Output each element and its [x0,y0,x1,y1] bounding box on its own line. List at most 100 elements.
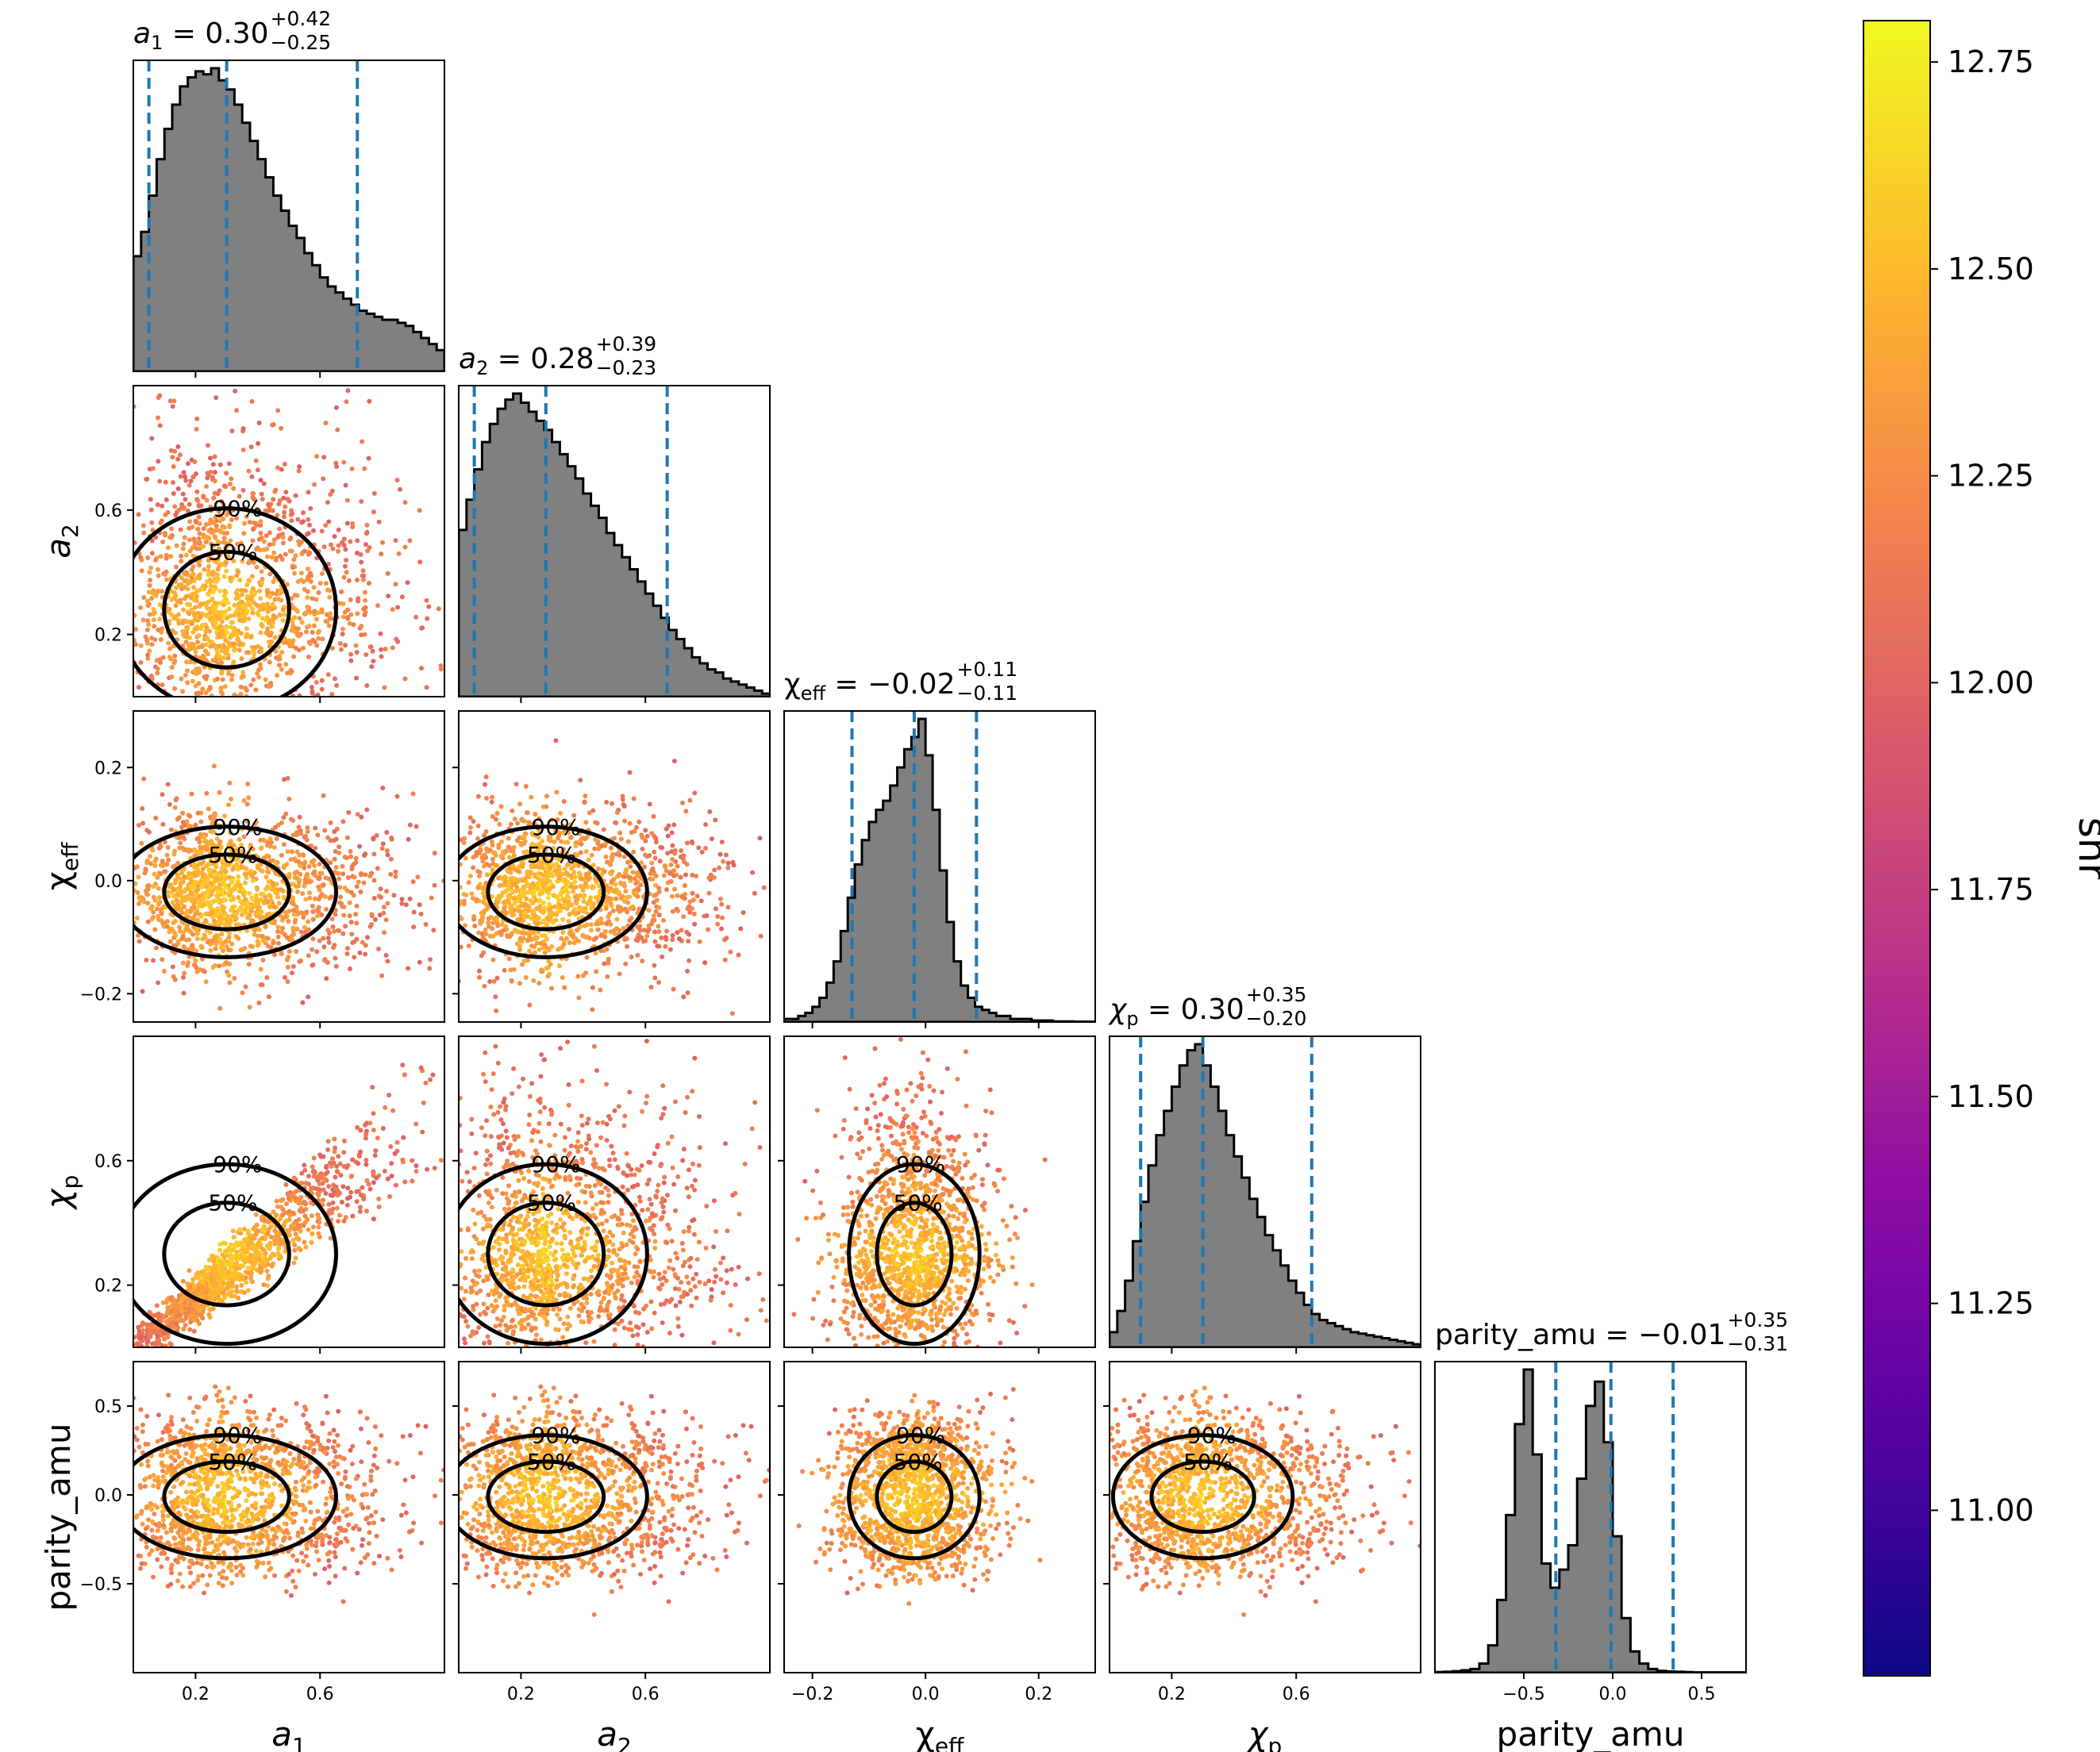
scatter-point [547,906,552,912]
scatter-point [267,542,272,548]
scatter-point [158,554,163,559]
scatter-point [638,882,644,888]
scatter-point [210,618,216,624]
scatter-point [362,632,367,637]
scatter-point [271,920,277,926]
scatter-point [162,840,167,845]
scatter-point [349,932,355,937]
scatter-point [221,913,227,919]
scatter-point [363,872,368,878]
scatter-point [237,837,242,843]
scatter-point [675,908,681,913]
scatter-point [201,544,206,549]
scatter-point [417,508,422,513]
scatter-point [300,645,306,651]
scatter-point [153,856,159,862]
scatter-point [429,895,434,901]
scatter-point [627,770,633,775]
scatter-point [549,943,555,949]
scatter-point [363,951,368,957]
scatter-point [208,868,213,874]
scatter-point [277,526,283,532]
scatter-point [262,1254,267,1260]
scatter-point [214,649,220,655]
scatter-point [540,838,545,843]
scatter-point [580,888,586,893]
scatter-point [253,687,259,693]
scatter-point [556,898,561,904]
scatter-point [537,828,542,834]
scatter-point [185,581,190,586]
scatter-point [719,901,725,907]
scatter-point [410,791,416,797]
scatter-point [249,398,255,404]
scatter-point [179,870,184,876]
scatter-point [719,926,725,932]
scatter-points-a1-chi_eff [133,763,444,1011]
scatter-point [670,937,675,943]
scatter-point [202,935,208,940]
scatter-point [181,944,187,950]
scatter-point [665,851,671,856]
scatter-point [690,897,696,903]
scatter-point [168,827,174,832]
scatter-point [156,627,161,632]
scatter-point [604,799,610,805]
scatter-point [572,936,578,941]
scatter-point [240,592,245,597]
scatter-point [274,882,279,887]
scatter-point [243,984,248,989]
scatter-point [133,888,137,893]
scatter-point [473,853,479,859]
scatter-point [329,616,334,621]
scatter-point [267,571,273,577]
scatter-point [517,936,523,941]
scatter-point [417,559,423,565]
scatter-point [199,870,205,876]
scatter-point [567,940,572,946]
scatter-point [425,616,430,621]
scatter-point [217,914,222,920]
scatter-point [178,928,183,934]
scatter-point [562,898,567,904]
scatter-point [553,738,559,743]
scatter-point [281,894,287,900]
scatter-point [219,609,225,615]
scatter-point [337,900,343,905]
scatter-point [652,893,657,898]
scatter-point [294,593,300,598]
scatter-point [236,936,241,941]
panel-chi_eff-chi_eff: χeff = −0.02 +0.11−0.11 [783,658,1096,1028]
scatter-point [185,963,190,969]
scatter-point [310,903,315,909]
scatter-point [317,870,323,876]
scatter-point [210,462,216,467]
scatter-point [562,985,567,990]
scatter-point [221,905,227,910]
scatter-point [602,961,607,966]
scatter-point [249,874,255,879]
scatter-point [636,936,641,941]
scatter-point [311,623,317,628]
scatter-point [534,940,540,946]
scatter-point [608,845,613,851]
scatter-point [158,659,163,665]
scatter-point [483,774,489,779]
scatter-point [410,879,416,885]
scatter-point [393,582,398,587]
scatter-point [672,886,678,892]
scatter-point [259,581,264,586]
scatter-point [273,648,279,654]
scatter-point [728,949,733,955]
scatter-point [604,921,610,927]
scatter-point [345,1162,351,1168]
scatter-point [521,884,526,889]
scatter-point [403,902,409,908]
scatter-point [651,870,656,876]
scatter-point [363,651,369,657]
scatter-point [502,879,508,885]
scatter-point [143,888,148,893]
scatter-point [147,648,152,654]
scatter-point [145,655,151,661]
scatter-point [375,603,381,609]
